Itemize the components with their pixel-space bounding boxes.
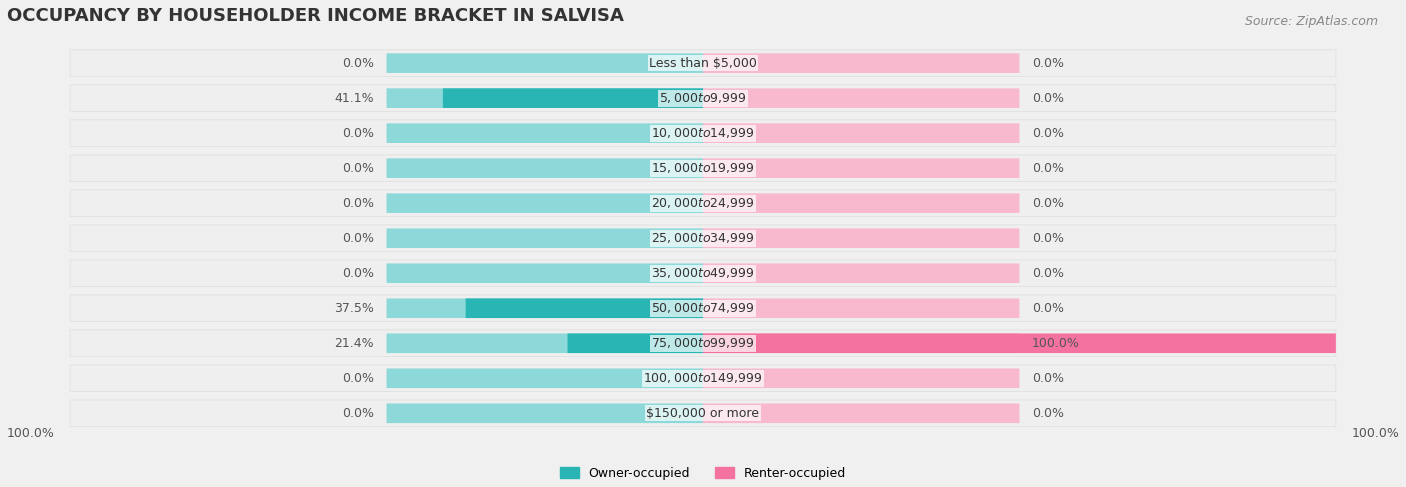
FancyBboxPatch shape [387,299,703,318]
Text: 0.0%: 0.0% [1032,407,1064,420]
Text: 0.0%: 0.0% [1032,372,1064,385]
Text: $50,000 to $74,999: $50,000 to $74,999 [651,301,755,315]
Text: $75,000 to $99,999: $75,000 to $99,999 [651,336,755,350]
Legend: Owner-occupied, Renter-occupied: Owner-occupied, Renter-occupied [555,462,851,485]
Text: 100.0%: 100.0% [1032,337,1080,350]
FancyBboxPatch shape [70,85,1336,112]
Text: 100.0%: 100.0% [1351,427,1399,440]
Text: 0.0%: 0.0% [1032,162,1064,175]
FancyBboxPatch shape [70,330,1336,356]
Text: OCCUPANCY BY HOUSEHOLDER INCOME BRACKET IN SALVISA: OCCUPANCY BY HOUSEHOLDER INCOME BRACKET … [7,7,624,25]
FancyBboxPatch shape [387,369,703,388]
Text: 0.0%: 0.0% [342,372,374,385]
FancyBboxPatch shape [703,334,1019,353]
FancyBboxPatch shape [703,299,1019,318]
FancyBboxPatch shape [703,263,1019,283]
Text: 0.0%: 0.0% [1032,197,1064,210]
FancyBboxPatch shape [70,155,1336,182]
FancyBboxPatch shape [387,88,703,108]
Text: $100,000 to $149,999: $100,000 to $149,999 [644,371,762,385]
Text: 21.4%: 21.4% [335,337,374,350]
Text: 0.0%: 0.0% [1032,127,1064,140]
FancyBboxPatch shape [387,404,703,423]
FancyBboxPatch shape [703,158,1019,178]
FancyBboxPatch shape [70,190,1336,217]
FancyBboxPatch shape [387,123,703,143]
Text: 100.0%: 100.0% [7,427,55,440]
Text: $35,000 to $49,999: $35,000 to $49,999 [651,266,755,280]
FancyBboxPatch shape [703,369,1019,388]
FancyBboxPatch shape [70,120,1336,147]
FancyBboxPatch shape [387,263,703,283]
Text: 0.0%: 0.0% [1032,267,1064,280]
Text: Less than $5,000: Less than $5,000 [650,56,756,70]
Text: $10,000 to $14,999: $10,000 to $14,999 [651,126,755,140]
Text: $150,000 or more: $150,000 or more [647,407,759,420]
FancyBboxPatch shape [387,158,703,178]
Text: 0.0%: 0.0% [1032,302,1064,315]
FancyBboxPatch shape [387,228,703,248]
FancyBboxPatch shape [70,50,1336,76]
Text: 0.0%: 0.0% [1032,92,1064,105]
Text: 0.0%: 0.0% [342,162,374,175]
FancyBboxPatch shape [387,193,703,213]
FancyBboxPatch shape [70,260,1336,286]
Text: 0.0%: 0.0% [342,407,374,420]
FancyBboxPatch shape [703,54,1019,73]
Text: 0.0%: 0.0% [342,197,374,210]
Text: 0.0%: 0.0% [342,267,374,280]
FancyBboxPatch shape [387,334,703,353]
Text: 0.0%: 0.0% [342,232,374,244]
Text: 37.5%: 37.5% [335,302,374,315]
Text: Source: ZipAtlas.com: Source: ZipAtlas.com [1244,15,1378,28]
Text: 0.0%: 0.0% [342,56,374,70]
Text: $25,000 to $34,999: $25,000 to $34,999 [651,231,755,245]
FancyBboxPatch shape [70,295,1336,321]
FancyBboxPatch shape [703,123,1019,143]
FancyBboxPatch shape [70,400,1336,427]
Text: $15,000 to $19,999: $15,000 to $19,999 [651,161,755,175]
Text: 0.0%: 0.0% [1032,56,1064,70]
FancyBboxPatch shape [703,404,1019,423]
FancyBboxPatch shape [703,193,1019,213]
Text: 0.0%: 0.0% [342,127,374,140]
Text: $20,000 to $24,999: $20,000 to $24,999 [651,196,755,210]
FancyBboxPatch shape [387,54,703,73]
FancyBboxPatch shape [70,225,1336,251]
FancyBboxPatch shape [465,299,703,318]
FancyBboxPatch shape [568,334,703,353]
FancyBboxPatch shape [703,88,1019,108]
Text: $5,000 to $9,999: $5,000 to $9,999 [659,91,747,105]
FancyBboxPatch shape [703,334,1336,353]
FancyBboxPatch shape [443,88,703,108]
Text: 41.1%: 41.1% [335,92,374,105]
FancyBboxPatch shape [703,228,1019,248]
Text: 0.0%: 0.0% [1032,232,1064,244]
FancyBboxPatch shape [70,365,1336,392]
